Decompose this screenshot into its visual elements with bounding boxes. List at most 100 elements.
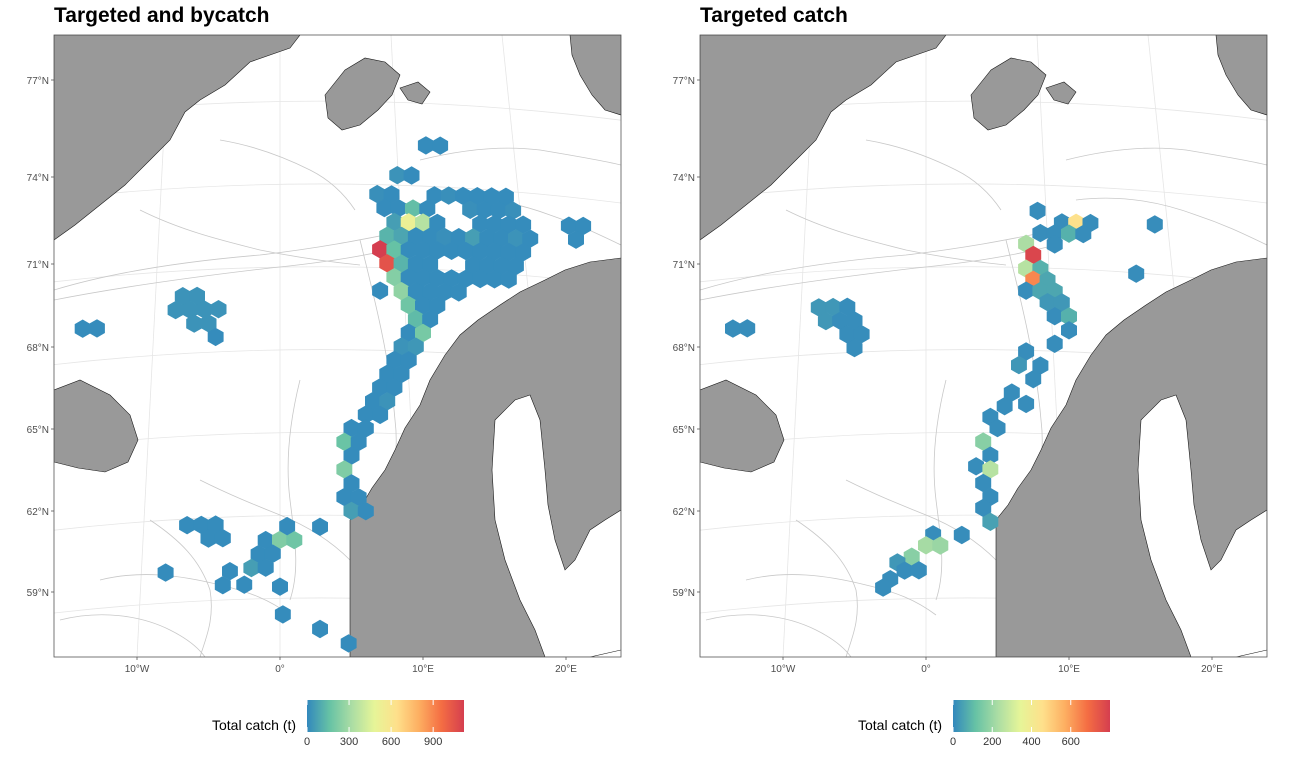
hexbin-cell <box>500 242 517 262</box>
hexbin-cell <box>336 487 353 507</box>
hexbin-cell <box>846 311 863 330</box>
lat-tick-label: 65°N <box>673 425 695 436</box>
hexbin-cell <box>846 338 863 358</box>
hexbin-cell <box>379 226 396 245</box>
hexbin-cell <box>429 268 446 288</box>
hexbin-cell <box>739 319 756 338</box>
hexbin-cell <box>257 530 274 550</box>
lon-tick-label: 10°E <box>1058 664 1080 675</box>
hexbin-cell <box>196 300 213 319</box>
hexbin-cell <box>372 240 389 259</box>
hexbin-cell <box>436 227 453 247</box>
hexbin-cell <box>1032 356 1049 375</box>
hexbin-cell <box>389 166 406 185</box>
hexbin-cell <box>1025 245 1042 265</box>
hexbin-cell <box>853 325 870 344</box>
lat-tick-label: 74°N <box>673 173 695 184</box>
hexbin-cell <box>493 228 510 248</box>
hexbin-cell <box>181 300 198 319</box>
hexbin-cell <box>415 268 431 287</box>
lat-tick-label: 62°N <box>27 507 49 518</box>
hexbin-cell <box>469 187 486 206</box>
hexbin-cell <box>222 562 238 581</box>
map-plot: 77°N 74°N 71°N 68°N 65°N 62°N 59°N 10°W 0° 10°E 20… <box>673 34 1268 675</box>
hexbin-cell <box>207 327 224 347</box>
hexbin-cell <box>1075 224 1092 244</box>
hexbin-cell <box>369 184 386 204</box>
baltic-sea <box>1137 394 1267 657</box>
hexbin-cell <box>1032 223 1049 243</box>
hexbin-cell <box>479 256 496 275</box>
hexbin-cell <box>918 536 934 555</box>
hexbin-cell <box>825 297 841 317</box>
hexbin-cell <box>386 350 403 370</box>
hexbin-cell <box>186 314 203 333</box>
lon-tick-label: 10°E <box>412 664 434 675</box>
hexbin-cell <box>1128 264 1145 283</box>
hexbin-cell <box>214 576 231 595</box>
hexbin-cell <box>1046 307 1063 326</box>
hexbin-cell <box>486 270 503 289</box>
lon-tick-label: 10°W <box>125 664 150 675</box>
hexbin-cell <box>982 512 999 531</box>
hexbin-cell <box>568 230 584 249</box>
hexbin-cell <box>393 282 410 301</box>
hexbin-cell <box>1061 224 1077 243</box>
colorbar <box>952 700 1110 732</box>
hexbin-cell <box>200 314 217 333</box>
hexbin-cell <box>386 240 403 259</box>
hexbin-cell <box>379 392 396 411</box>
hexbin-cell <box>390 199 407 218</box>
panel-title: Targeted and bycatch <box>54 4 270 27</box>
hexbin-cell <box>167 300 184 320</box>
hexbin-cell <box>432 136 449 155</box>
hexbin-cell <box>264 544 281 563</box>
colorbar-gradient <box>953 700 1110 732</box>
hexbin-cell <box>1018 281 1035 300</box>
hexbin-cell <box>274 605 291 624</box>
lat-tick-label: 74°N <box>27 173 49 184</box>
hexbin-cell <box>386 268 403 287</box>
hexbin-cell <box>400 213 417 232</box>
hexbin-cell <box>436 282 453 302</box>
hexbin-cell <box>996 397 1013 416</box>
hexbin-cell <box>725 319 741 338</box>
hexbin-cell <box>74 319 91 338</box>
hexbin-cell <box>505 201 522 220</box>
hexbin-cell <box>982 446 999 465</box>
hexbin-cell <box>472 242 489 261</box>
hexbin-cell <box>372 281 389 300</box>
hexbin-cell <box>875 578 892 597</box>
hexbin-cell <box>450 283 467 302</box>
colorbar <box>306 700 464 732</box>
hexbin-cell <box>407 254 424 274</box>
hexbin-cell <box>462 200 479 219</box>
hexbin-cell <box>839 325 856 344</box>
hexbin-cell <box>417 136 434 155</box>
lat-tick-label: 68°N <box>27 343 49 354</box>
hexbin-cell <box>476 200 493 220</box>
hexbin-cell <box>1039 293 1056 312</box>
hexbin-cell <box>455 186 471 206</box>
hexbin-cell <box>429 241 446 260</box>
lon-tick-label: 0° <box>921 664 931 675</box>
colorbar-tick-label: 400 <box>1022 736 1041 748</box>
hexbin-cell <box>508 256 524 276</box>
hexbin-cell <box>483 187 500 206</box>
hexbin-cell <box>457 269 474 288</box>
hexbin-cell <box>1003 383 1020 402</box>
hexbin-cell <box>343 501 360 521</box>
hexbin-cell <box>989 418 1006 438</box>
hexbin-cell <box>440 186 457 205</box>
hexbin-cell <box>486 214 503 234</box>
hexbin-cell <box>1046 235 1063 254</box>
hexbin-cell <box>236 575 253 594</box>
hexbin-cell <box>810 298 827 317</box>
hexbin-cell <box>443 269 460 288</box>
lat-tick-label: 68°N <box>673 343 695 354</box>
colorbar-tick-label: 600 <box>381 736 401 748</box>
hexbin-cell <box>817 311 834 331</box>
hexbin-cell <box>407 227 424 246</box>
hexbin-cell <box>357 419 374 438</box>
hexbin-cell <box>1018 342 1035 361</box>
